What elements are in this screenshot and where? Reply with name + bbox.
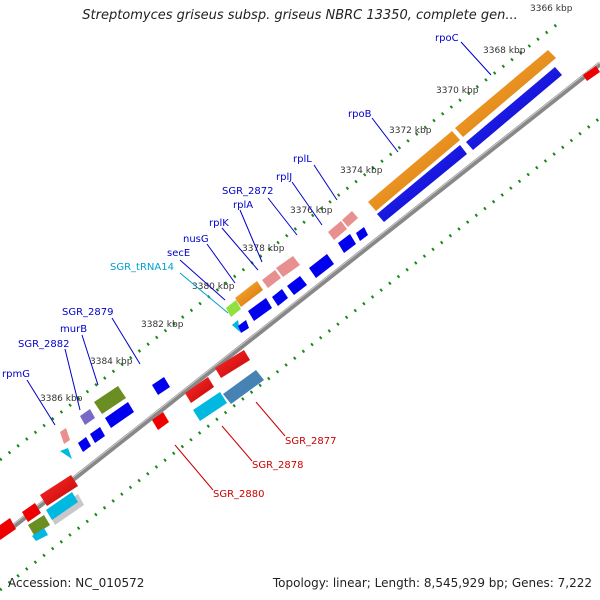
gene-far-right [583,66,600,81]
tick-label: 3376 kbp [290,206,333,216]
gene-red-b [185,377,214,403]
gene-rplA-blue [309,254,334,278]
gene-SGR_2882 [80,409,95,425]
tick-label: 3368 kbp [483,46,526,56]
tick-label: 3374 kbp [340,166,383,176]
gene-SGR_2879 [152,377,170,395]
gene-labels-bottom: SGR_2877 SGR_2878 SGR_2880 [213,436,337,500]
gene-label: SGR_2877 [285,436,337,447]
gene-SGR_2880 [152,412,169,430]
gene-label: SGR_2882 [18,339,70,350]
gene-rplJ-blue [356,227,368,241]
gene-label: nusG [183,234,209,245]
gene-rplA [276,256,300,277]
gene-label: SGR_2879 [62,307,114,318]
gene-rplK [262,270,281,288]
gene-left-cyan [46,492,78,520]
gene-label: murB [60,324,87,335]
gene-rplL [342,211,358,227]
gene-rplJ [328,221,347,240]
gene-rpmG-cyan [60,448,72,459]
gene-label: rplL [293,154,312,165]
gene-label: rplJ [276,172,292,183]
gene-label: SGR_2872 [222,186,274,197]
gene-left-red-a [40,475,78,506]
gene-left-olive [28,515,50,535]
gene-label: rpoB [348,109,372,120]
tick-label: 3382 kbp [141,320,184,330]
gene-rpoC-blue [466,67,562,150]
gene-red-a [215,350,250,378]
gene-label: rplA [233,200,253,211]
gene-tRNA14 [232,320,240,332]
gene-label: rpoC [435,33,459,44]
reverse-genes[interactable] [0,350,264,541]
gene-label: rplK [209,218,229,229]
tick-label: 3370 kbp [436,86,479,96]
gene-left-cyan-b [32,528,48,541]
gene-murB [94,386,126,414]
tick-label: 3384 kbp [90,357,133,367]
gene-label: SGR_2878 [252,460,304,471]
gene-label: secE [167,248,190,259]
gene-small-blue [238,320,249,333]
gene-left-red-c [0,518,16,540]
gene-labels-top: rpoC rpoB rplL rplJ SGR_2872 rplA rplK n… [2,33,459,380]
gene-rplK-blue [287,276,307,295]
gene-2882-blue [90,427,105,443]
accession-text: Accession: NC_010572 [8,576,145,590]
gene-secE-blue [248,298,272,321]
genome-summary-text: Topology: linear; Length: 8,545,929 bp; … [272,576,592,590]
gene-SGR_2877 [223,370,264,404]
gene-label: SGR_tRNA14 [110,262,174,273]
gene-rpoC [455,50,556,137]
genome-axis [0,62,600,539]
gene-label: rpmG [2,369,30,380]
gene-murB-blue [105,402,134,428]
gene-label: SGR_2880 [213,489,265,500]
tick-labels: 3366 kbp 3368 kbp 3370 kbp 3372 kbp 3374… [40,4,573,404]
tick-label: 3372 kbp [389,126,432,136]
gene-2882-blue-b [78,437,91,452]
gene-nusG-blue [272,289,288,306]
forward-genes[interactable] [60,50,600,459]
gene-left-red-b [22,503,41,522]
tick-label: 3380 kbp [192,282,235,292]
label-leaders-bottom [174,401,286,491]
gene-SGR_2878 [193,392,227,421]
gene-rpoB-blue [377,145,467,222]
gene-SGR_2872 [338,234,356,253]
tick-label: 3378 kbp [242,244,285,254]
gene-secE [226,300,241,317]
tick-label: 3386 kbp [40,394,83,404]
tick-track-lower [0,116,600,592]
gene-nusG [235,281,263,307]
gene-rpoB [368,131,460,211]
tick-label: 3366 kbp [530,4,573,14]
gene-rpmG [60,428,70,444]
genome-title: Streptomyces griseus subsp. griseus NBRC… [82,8,518,23]
label-leaders-top [26,41,492,426]
